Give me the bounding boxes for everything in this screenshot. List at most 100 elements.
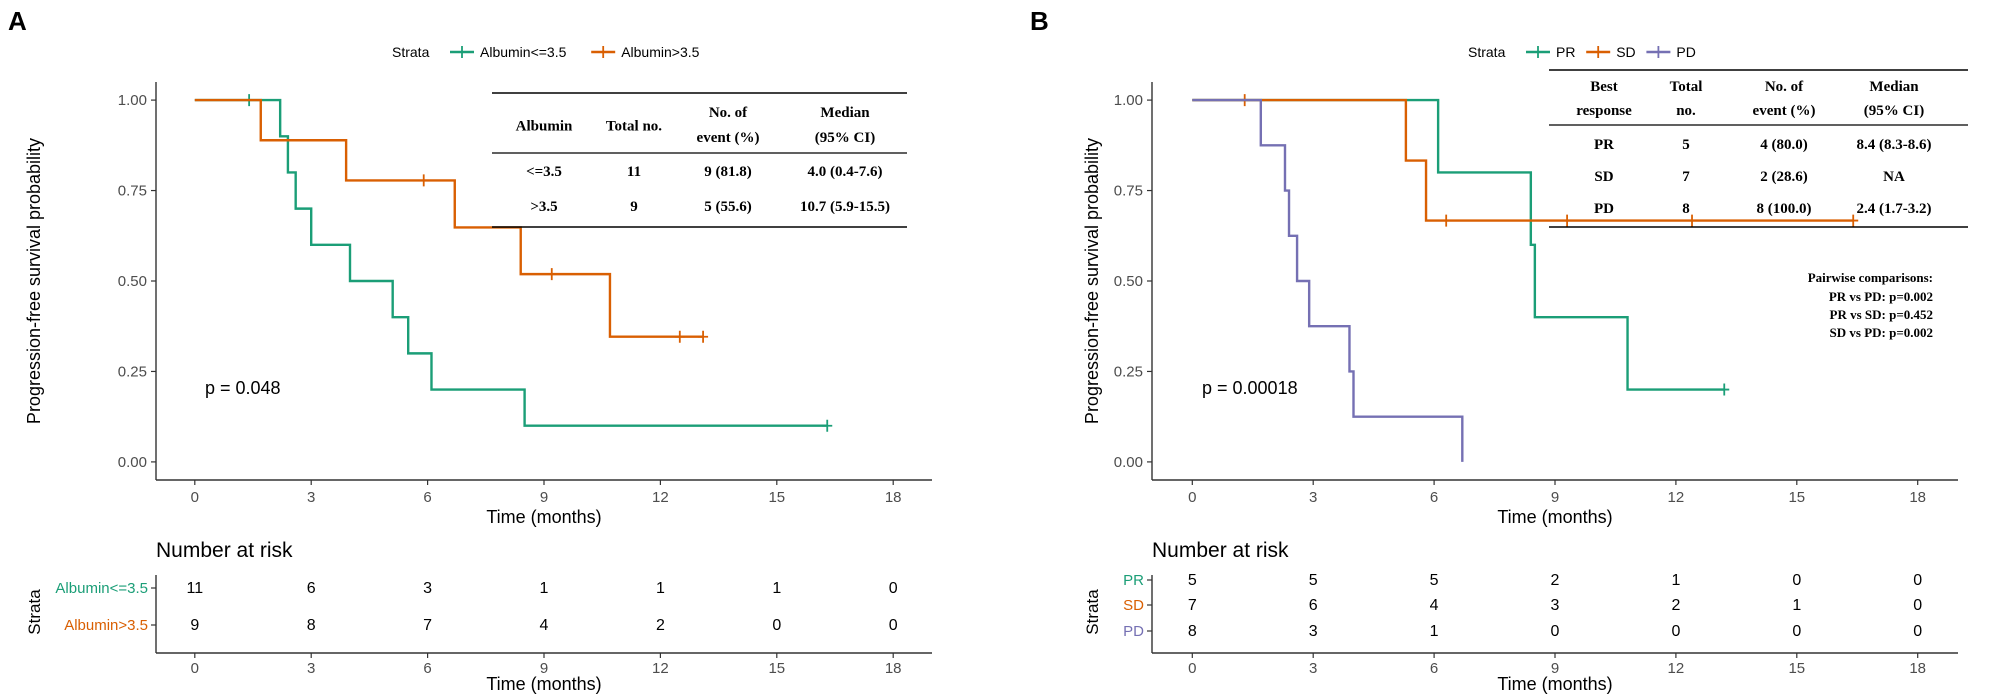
p-value: p = 0.048 (205, 378, 281, 398)
table-cell: NA (1883, 169, 1905, 185)
table-cell: 9 (630, 199, 638, 215)
risk-count: 1 (1430, 623, 1439, 640)
risk-count: 1 (772, 580, 781, 597)
legend-label: Albumin>3.5 (621, 44, 699, 60)
pairwise-annotation: Pairwise comparisons: PR vs PD: p=0.002 PR… (1808, 270, 1933, 340)
table-header: (95% CI) (815, 130, 875, 146)
table-header: No. of (709, 105, 748, 121)
risk-x-tick-label: 3 (1309, 660, 1317, 677)
x-tick-label: 9 (540, 489, 548, 506)
x-tick-label: 15 (1788, 489, 1805, 506)
table-cell: 10.7 (5.9-15.5) (800, 199, 890, 215)
summary-table: Albumin Total no. No. of event (%) Median (95… (492, 92, 907, 228)
table-cell: 8 (100.0) (1757, 201, 1812, 217)
risk-count: 5 (1430, 572, 1439, 589)
table-header: Total no. (606, 119, 662, 135)
censor-mark (1719, 383, 1730, 396)
table-cell: 8 (1682, 201, 1690, 217)
x-axis-title: Time (months) (486, 507, 601, 527)
risk-x-tick-label: 6 (1430, 660, 1438, 677)
table-cell: 2 (28.6) (1760, 169, 1808, 185)
risk-x-tick-label: 12 (1668, 660, 1685, 677)
risk-count: 11 (186, 580, 203, 597)
risk-row-label: Albumin>3.5 (64, 617, 148, 634)
table-cell: 11 (627, 164, 641, 180)
series-albumin-3-5 (194, 98, 709, 343)
risk-row-label: PD (1123, 623, 1144, 640)
risk-count: 3 (423, 580, 432, 597)
x-tick-label: 0 (191, 489, 199, 506)
risk-count: 5 (1188, 572, 1197, 589)
risk-count: 0 (772, 617, 781, 634)
risk-table-title: Number at risk (1152, 539, 1289, 562)
y-axis: 0.00 0.25 0.50 0.75 1.00 Progression-free sur… (1082, 82, 1153, 480)
y-tick-label: 0.25 (118, 363, 147, 380)
risk-x-tick-label: 9 (1551, 660, 1559, 677)
y-tick-label: 0.50 (1114, 273, 1143, 290)
x-axis-title: Time (months) (1497, 507, 1612, 527)
annotation-line: Pairwise comparisons: (1808, 270, 1933, 285)
survival-curve (194, 98, 828, 427)
risk-x-tick-label: 0 (1188, 660, 1196, 677)
table-header: (95% CI) (1864, 103, 1924, 119)
x-tick-label: 12 (1668, 489, 1685, 506)
risk-x-axis-title: Time (months) (1497, 674, 1612, 694)
series-pr (1192, 98, 1730, 396)
y-tick-label: 0.75 (118, 183, 147, 200)
p-value: p = 0.00018 (1202, 378, 1298, 398)
table-cell: 5 (1682, 137, 1690, 153)
censor-mark (1687, 214, 1698, 227)
risk-count: 3 (1309, 623, 1318, 640)
legend-item-pr: PR (1526, 44, 1575, 60)
risk-row-label: Albumin<=3.5 (55, 580, 148, 597)
risk-strata-label: Strata (25, 589, 44, 635)
x-tick-label: 0 (1188, 489, 1196, 506)
censor-mark (822, 419, 833, 432)
risk-count: 0 (1913, 572, 1922, 589)
legend-label: Albumin<=3.5 (480, 44, 567, 60)
legend-item-pd: PD (1646, 44, 1696, 60)
annotation-line: PR vs PD: p=0.002 (1829, 289, 1933, 304)
y-axis: 0.00 0.25 0.50 0.75 1.00 Progression-free sur… (24, 82, 157, 480)
x-axis: 0 3 6 9 12 15 18 Time (months) (1152, 479, 1958, 527)
y-axis-title: Progression-free survival probability (1082, 138, 1102, 424)
risk-count: 0 (1913, 597, 1922, 614)
table-header: event (%) (697, 130, 760, 146)
risk-strata-label: Strata (1083, 589, 1102, 635)
legend-title: Strata (1468, 44, 1506, 60)
risk-count: 4 (1430, 597, 1439, 614)
legend: Strata Albumin<=3.5 Albumin>3.5 (392, 44, 700, 60)
table-header: Median (1869, 79, 1919, 95)
x-tick-label: 6 (1430, 489, 1438, 506)
table-cell: 4.0 (0.4-7.6) (808, 164, 883, 180)
censor-mark (546, 268, 557, 281)
table-header: No. of (1765, 79, 1804, 95)
risk-x-tick-label: 18 (885, 660, 902, 677)
table-header: Best (1590, 79, 1618, 95)
table-cell: PD (1594, 201, 1614, 217)
risk-count: 5 (1309, 572, 1318, 589)
y-tick-label: 1.00 (118, 92, 147, 109)
table-cell: 2.4 (1.7-3.2) (1857, 201, 1932, 217)
annotation-line: SD vs PD: p=0.002 (1830, 325, 1933, 340)
risk-count: 2 (1671, 597, 1680, 614)
table-header: no. (1676, 103, 1696, 119)
table-cell: 7 (1682, 169, 1690, 185)
y-tick-label: 0.25 (1114, 363, 1143, 380)
censor-mark (418, 174, 429, 187)
risk-table: Number at risk PR 5 5 5 2 1 0 0 SD 7 6 4 3 2 1 0 PD 8 3 1 0 0 0… (1083, 539, 1958, 694)
risk-count: 1 (656, 580, 665, 597)
x-tick-label: 6 (423, 489, 431, 506)
legend-title: Strata (392, 44, 430, 60)
y-tick-label: 0.75 (1114, 183, 1143, 200)
censor-mark (698, 330, 709, 343)
risk-count: 0 (889, 617, 898, 634)
risk-x-tick-label: 3 (307, 660, 315, 677)
series-sd (1192, 94, 1859, 227)
risk-count: 0 (1913, 623, 1922, 640)
series-pd (1192, 98, 1464, 462)
survival-curve (1192, 98, 1725, 391)
y-tick-label: 0.50 (118, 273, 147, 290)
